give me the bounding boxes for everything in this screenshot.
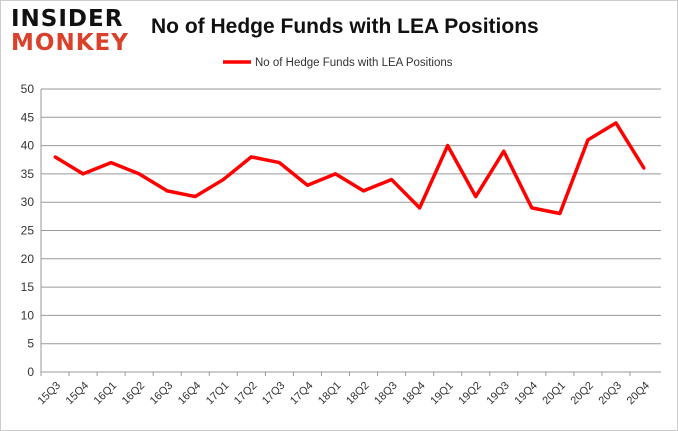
logo-line2: MONKEY xyxy=(11,30,129,56)
y-tick-label: 50 xyxy=(21,82,35,96)
y-tick-label: 30 xyxy=(21,195,35,209)
data-point xyxy=(137,172,141,176)
data-point xyxy=(109,161,113,165)
logo-line1: INSIDER xyxy=(11,6,124,32)
x-tick-label: 19Q1 xyxy=(428,380,456,408)
data-point xyxy=(642,166,646,170)
x-tick-label: 19Q2 xyxy=(456,380,484,408)
data-point xyxy=(502,149,506,153)
x-tick-label: 15Q3 xyxy=(36,380,64,408)
data-point xyxy=(277,161,281,165)
x-tick-label: 17Q3 xyxy=(260,380,288,408)
y-tick-label: 5 xyxy=(27,337,34,351)
data-point xyxy=(390,178,394,182)
x-tick-label: 19Q3 xyxy=(484,380,512,408)
data-point xyxy=(362,189,366,193)
y-tick-label: 15 xyxy=(21,280,35,294)
data-point xyxy=(249,155,253,159)
data-point xyxy=(558,212,562,216)
x-tick-label: 15Q4 xyxy=(64,380,92,408)
data-point xyxy=(165,189,169,193)
data-point xyxy=(81,172,85,176)
insider-monkey-logo: INSIDER MONKEY xyxy=(11,7,129,55)
data-point xyxy=(221,178,225,182)
x-tick-label: 17Q4 xyxy=(288,380,316,408)
x-tick-label: 18Q2 xyxy=(344,380,372,408)
x-tick-label: 17Q1 xyxy=(204,380,232,408)
x-tick-label: 18Q1 xyxy=(316,380,344,408)
x-tick-label: 19Q4 xyxy=(512,380,540,408)
y-tick-label: 45 xyxy=(21,110,35,124)
x-tick-label: 16Q4 xyxy=(176,380,204,408)
data-point xyxy=(586,138,590,142)
chart-title: No of Hedge Funds with LEA Positions xyxy=(151,15,539,38)
y-tick-label: 40 xyxy=(21,139,35,153)
y-tick-label: 10 xyxy=(21,308,35,322)
data-point xyxy=(193,195,197,199)
data-point xyxy=(530,206,534,210)
data-point xyxy=(53,155,57,159)
data-point xyxy=(333,172,337,176)
x-tick-label: 20Q3 xyxy=(597,380,625,408)
x-tick-label: 20Q1 xyxy=(540,380,568,408)
data-point xyxy=(305,183,309,187)
x-tick-label: 16Q3 xyxy=(148,380,176,408)
y-tick-label: 35 xyxy=(21,167,35,181)
data-point xyxy=(474,195,478,199)
series-line xyxy=(54,121,646,216)
x-tick-label: 20Q2 xyxy=(569,380,597,408)
data-point xyxy=(614,121,618,125)
y-tick-label: 25 xyxy=(21,224,35,238)
legend-label: No of Hedge Funds with LEA Positions xyxy=(255,57,453,69)
x-tick-label: 16Q2 xyxy=(120,380,148,408)
x-tick-label: 18Q4 xyxy=(400,380,428,408)
y-tick-label: 20 xyxy=(21,252,35,266)
data-point xyxy=(418,206,422,210)
y-tick-label: 0 xyxy=(27,365,34,379)
x-tick-label: 18Q3 xyxy=(372,380,400,408)
x-tick-label: 16Q1 xyxy=(92,380,120,408)
x-tick-label: 17Q2 xyxy=(232,380,260,408)
x-tick-label: 20Q4 xyxy=(625,380,653,408)
data-point xyxy=(446,144,450,148)
